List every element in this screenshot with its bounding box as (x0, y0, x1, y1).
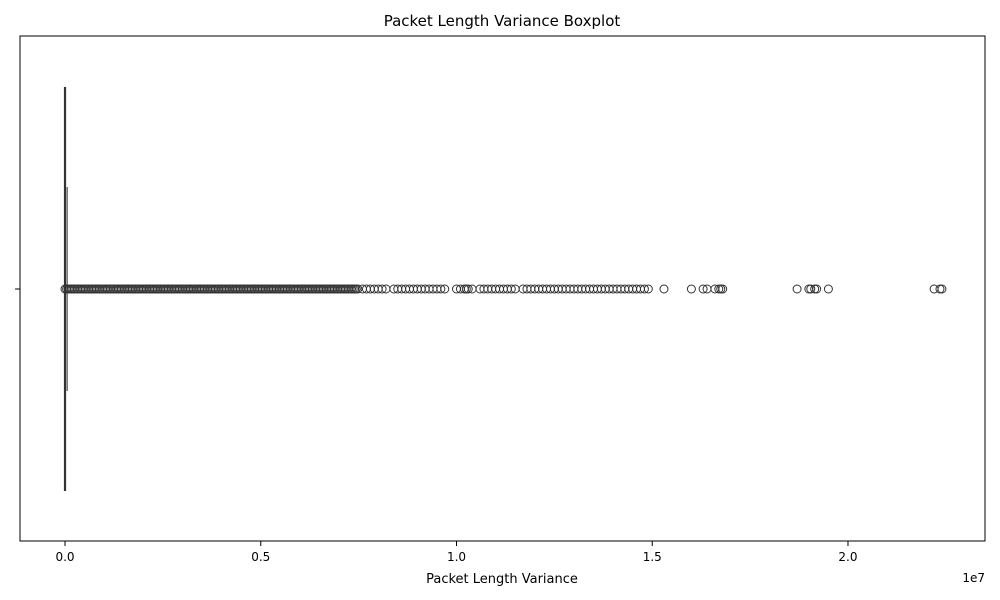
outlier-point (716, 284, 726, 294)
x-tick-label: 0.5 (251, 550, 270, 564)
outlier-point (506, 284, 516, 294)
plot-area (60, 87, 947, 491)
outlier-point (718, 284, 728, 294)
chart-title: Packet Length Variance Boxplot (384, 12, 621, 30)
outlier-point (935, 284, 945, 294)
outlier-point (698, 284, 708, 294)
outlier-point (639, 284, 649, 294)
outlier-point (353, 284, 363, 294)
outlier-point (659, 284, 669, 294)
x-axis-label: Packet Length Variance (426, 572, 578, 587)
outlier-point (643, 284, 653, 294)
outlier-point (823, 284, 833, 294)
x-tick-label: 1.5 (643, 550, 662, 564)
outlier-point (686, 284, 696, 294)
x-tick-label: 1.0 (447, 550, 466, 564)
outlier-point (937, 284, 947, 294)
outlier-point (436, 284, 446, 294)
outlier-point (440, 284, 450, 294)
outlier-point (812, 284, 822, 294)
outlier-point (806, 284, 816, 294)
x-axis: 0.0 0.5 1.0 1.5 2.0 (55, 541, 858, 564)
x-tick-label: 2.0 (838, 550, 857, 564)
x-axis-offset-label: 1e7 (962, 571, 985, 585)
outlier-point (463, 284, 473, 294)
outlier-point (377, 284, 387, 294)
outlier-point (792, 284, 802, 294)
x-tick-label: 0.0 (55, 550, 74, 564)
